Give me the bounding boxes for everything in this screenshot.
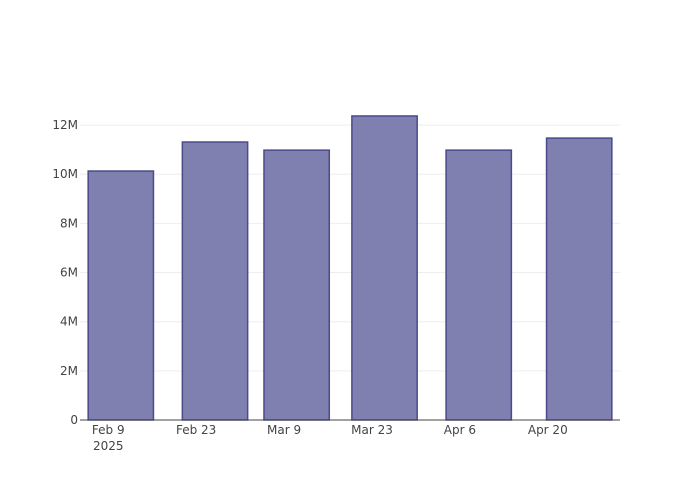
x-tick-label: Mar 9	[267, 423, 301, 437]
x-tick-label: Feb 23	[176, 423, 216, 437]
y-tick-label: 2M	[60, 364, 78, 378]
grid	[80, 124, 620, 372]
y-tick-label: 6M	[60, 266, 78, 280]
y-tick-label: 4M	[60, 315, 78, 329]
x-tick-label: Apr 6	[444, 423, 476, 437]
y-tick-label: 0	[70, 413, 78, 427]
y-tick-label: 8M	[60, 216, 78, 230]
bar	[263, 149, 331, 421]
bar	[181, 141, 249, 421]
x-tick-label: Apr 20	[528, 423, 568, 437]
bars	[87, 115, 613, 421]
bar	[87, 170, 155, 421]
y-tick-label: 12M	[52, 118, 78, 132]
x-tick-label: Feb 9	[92, 423, 125, 437]
bar	[545, 137, 613, 421]
y-tick-label: 10M	[52, 167, 78, 181]
x-tick-sublabel: 2025	[93, 439, 124, 453]
x-tick-label: Mar 23	[351, 423, 393, 437]
bar	[351, 115, 418, 421]
bar	[445, 149, 513, 421]
